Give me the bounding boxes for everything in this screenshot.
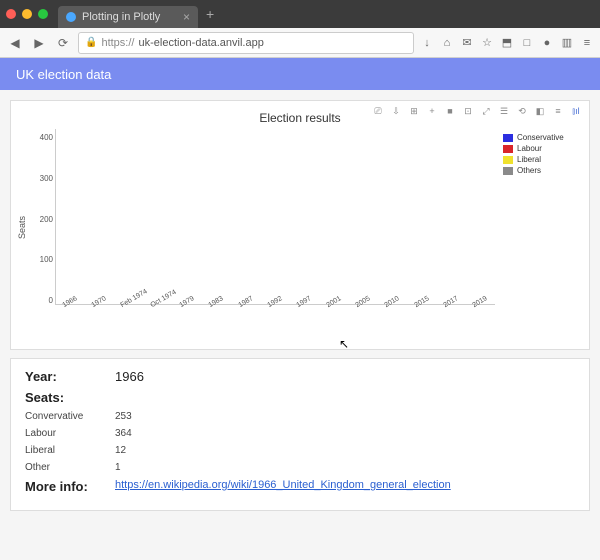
detail-row-label: Other — [25, 462, 115, 473]
maximize-window-icon[interactable] — [38, 9, 48, 19]
back-button[interactable]: ◀ — [6, 34, 24, 52]
reload-button[interactable]: ⟳ — [54, 34, 72, 52]
plot-area: Seats 400 300 200 100 0 19661970Feb 1974Oct … — [17, 125, 583, 325]
tab-title: Plotting in Plotly — [82, 11, 160, 23]
app-title: UK election data — [16, 67, 111, 82]
cursor-icon: ↖ — [339, 337, 349, 351]
detail-row-label: Convervative — [25, 411, 115, 422]
toolbar-icon[interactable]: ✉ — [460, 36, 474, 50]
legend-label: Labour — [517, 144, 542, 153]
plotly-tool-icon[interactable]: ■ — [443, 105, 457, 117]
y-axis-ticks: 400 300 200 100 0 — [29, 129, 55, 325]
toolbar-icon[interactable]: ⌂ — [440, 36, 454, 50]
browser-tab[interactable]: Plotting in Plotly × — [58, 6, 198, 28]
legend-label: Liberal — [517, 155, 541, 164]
legend-item[interactable]: Liberal — [503, 155, 579, 164]
app-header: UK election data — [0, 58, 600, 90]
plotly-tool-icon[interactable]: ⤢ — [479, 105, 493, 117]
detail-row-value: 253 — [115, 411, 132, 422]
detail-row: Liberal12 — [25, 445, 575, 456]
detail-card: Year: 1966 Seats: Convervative253Labour3… — [10, 358, 590, 511]
toolbar-icon[interactable]: ⬒ — [500, 36, 514, 50]
plotly-tool-icon[interactable]: ⎚ — [371, 105, 385, 117]
plotly-tool-icon[interactable]: ⊞ — [407, 105, 421, 117]
toolbar-icon[interactable]: ↓ — [420, 36, 434, 50]
detail-row-value: 12 — [115, 445, 126, 456]
toolbar-icon[interactable]: ● — [540, 36, 554, 50]
legend-label: Conservative — [517, 133, 564, 142]
y-tick: 100 — [40, 255, 53, 264]
plotly-toolbar: ⎚ ⇩ ⊞ + ■ ⊡ ⤢ ☰ ⟲ ◧ ≡ ⫾ıl — [371, 105, 583, 117]
detail-row: Convervative253 — [25, 411, 575, 422]
toolbar-icon[interactable]: ≡ — [580, 36, 594, 50]
plotly-tool-icon[interactable]: ⊡ — [461, 105, 475, 117]
legend-item[interactable]: Others — [503, 166, 579, 175]
plotly-tool-icon[interactable]: ◧ — [533, 105, 547, 117]
plotly-logo-icon[interactable]: ⫾ıl — [569, 105, 583, 117]
legend-label: Others — [517, 166, 541, 175]
chart-card: ⎚⇩⊞+■⊡⤢☰⟲◧≡⫾ıl Election results Seats 40… — [10, 100, 590, 350]
legend-item[interactable]: Conservative — [503, 133, 579, 142]
y-axis-label: Seats — [17, 129, 29, 325]
legend-swatch-icon — [503, 134, 513, 142]
toolbar-icon[interactable]: □ — [520, 36, 534, 50]
lock-icon: 🔒 — [85, 37, 97, 48]
forward-button[interactable]: ▶ — [30, 34, 48, 52]
y-tick: 300 — [40, 174, 53, 183]
plotly-tool-icon[interactable]: ⟲ — [515, 105, 529, 117]
legend-swatch-icon — [503, 156, 513, 164]
chart-legend: Conservative Labour Liberal Others — [499, 129, 583, 325]
url-host: uk-election-data.anvil.app — [138, 37, 263, 49]
tab-favicon-icon — [66, 12, 76, 22]
more-info-label: More info: — [25, 479, 115, 494]
plotly-tool-icon[interactable]: + — [425, 105, 439, 117]
new-tab-button[interactable]: + — [206, 6, 214, 22]
address-bar: ◀ ▶ ⟳ 🔒 https:// uk-election-data.anvil.a… — [0, 28, 600, 58]
url-scheme: https:// — [101, 37, 134, 49]
seats-label: Seats: — [25, 390, 115, 405]
detail-row-value: 364 — [115, 428, 132, 439]
more-info-link[interactable]: https://en.wikipedia.org/wiki/1966_Unite… — [115, 479, 451, 494]
y-tick: 400 — [40, 133, 53, 142]
browser-tab-strip: Plotting in Plotly × + — [0, 0, 600, 28]
plotly-tool-icon[interactable]: ⇩ — [389, 105, 403, 117]
page-content: ⎚⇩⊞+■⊡⤢☰⟲◧≡⫾ıl Election results Seats 40… — [0, 90, 600, 560]
minimize-window-icon[interactable] — [22, 9, 32, 19]
year-value: 1966 — [115, 369, 144, 384]
legend-swatch-icon — [503, 167, 513, 175]
tab-close-icon[interactable]: × — [183, 10, 190, 24]
detail-row-label: Liberal — [25, 445, 115, 456]
window-controls — [6, 9, 48, 19]
year-label: Year: — [25, 369, 115, 384]
legend-swatch-icon — [503, 145, 513, 153]
plotly-tool-icon[interactable]: ☰ — [497, 105, 511, 117]
y-tick: 200 — [40, 215, 53, 224]
detail-row: Other1 — [25, 462, 575, 473]
detail-row-label: Labour — [25, 428, 115, 439]
close-window-icon[interactable] — [6, 9, 16, 19]
toolbar-icon[interactable]: ☆ — [480, 36, 494, 50]
url-input[interactable]: 🔒 https:// uk-election-data.anvil.app — [78, 32, 414, 54]
y-tick: 0 — [49, 296, 53, 305]
bars-area[interactable] — [55, 129, 495, 305]
plotly-tool-icon[interactable]: ≡ — [551, 105, 565, 117]
legend-item[interactable]: Labour — [503, 144, 579, 153]
toolbar-right: ↓ ⌂ ✉ ☆ ⬒ □ ● ▥ ≡ — [420, 36, 594, 50]
x-axis-ticks: 19661970Feb 1974Oct 19741979198319871992… — [55, 305, 495, 325]
detail-row-value: 1 — [115, 462, 121, 473]
detail-row: Labour364 — [25, 428, 575, 439]
toolbar-icon[interactable]: ▥ — [560, 36, 574, 50]
